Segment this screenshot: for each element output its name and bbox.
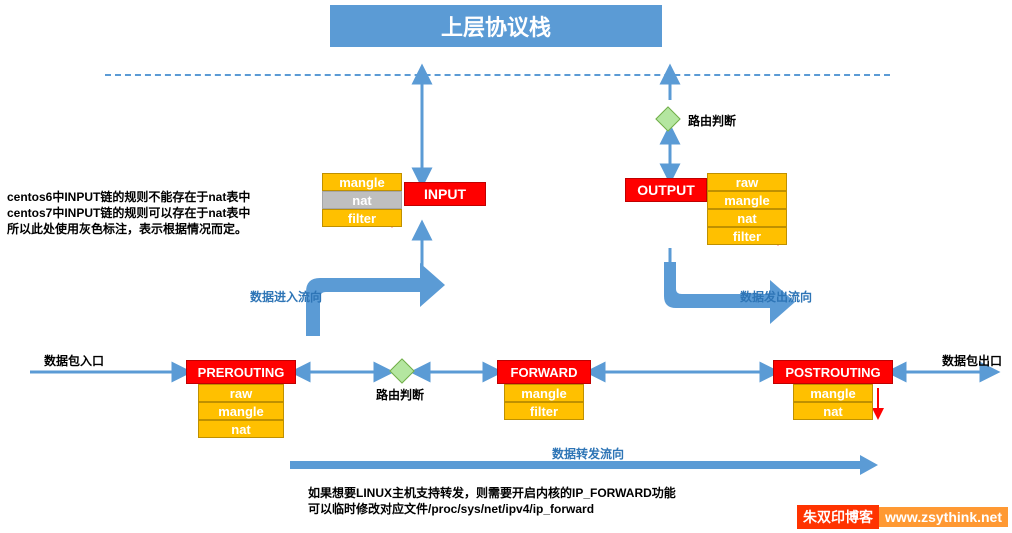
chain-postrouting: POSTROUTING xyxy=(773,360,893,384)
fwd-table-filter: filter xyxy=(504,402,584,420)
chain-forward: FORWARD xyxy=(497,360,591,384)
output-table-raw: raw xyxy=(707,173,787,191)
note-input-l3: 所以此处使用灰色标注，表示根据情况而定。 xyxy=(7,221,250,237)
dashed-separator xyxy=(105,74,890,76)
input-table-nat: nat xyxy=(322,191,402,209)
output-table-nat: nat xyxy=(707,209,787,227)
postr-table-nat: nat xyxy=(793,402,873,420)
input-table-filter: filter xyxy=(322,209,402,227)
label-route-top: 路由判断 xyxy=(688,112,736,129)
label-flow-fwd: 数据转发流向 xyxy=(552,445,624,462)
watermark: 朱双印博客www.zsythink.net xyxy=(797,505,1008,529)
label-flow-in: 数据进入流向 xyxy=(250,288,322,305)
label-pkt-in: 数据包入口 xyxy=(44,352,104,369)
output-table-filter: filter xyxy=(707,227,787,245)
postr-table-mangle: mangle xyxy=(793,384,873,402)
route-diamond-top xyxy=(655,106,680,131)
chain-output: OUTPUT xyxy=(625,178,707,202)
chain-prerouting: PREROUTING xyxy=(186,360,296,384)
label-route-bottom: 路由判断 xyxy=(376,386,424,403)
note-forward-l2: 可以临时修改对应文件/proc/sys/net/ipv4/ip_forward xyxy=(308,501,676,517)
prer-table-nat: nat xyxy=(198,420,284,438)
note-forward-l1: 如果想要LINUX主机支持转发，则需要开启内核的IP_FORWARD功能 xyxy=(308,485,676,501)
watermark-right: www.zsythink.net xyxy=(879,507,1008,527)
prer-table-raw: raw xyxy=(198,384,284,402)
fwd-table-mangle: mangle xyxy=(504,384,584,402)
note-forward: 如果想要LINUX主机支持转发，则需要开启内核的IP_FORWARD功能 可以临… xyxy=(308,485,676,517)
note-input-l2: centos7中INPUT链的规则可以存在于nat表中 xyxy=(7,205,250,221)
watermark-left: 朱双印博客 xyxy=(797,505,879,529)
input-table-mangle: mangle xyxy=(322,173,402,191)
label-flow-out: 数据发出流向 xyxy=(740,288,812,305)
note-input: centos6中INPUT链的规则不能存在于nat表中 centos7中INPU… xyxy=(7,189,250,238)
header-box: 上层协议栈 xyxy=(330,5,662,47)
chain-input: INPUT xyxy=(404,182,486,206)
route-diamond-bottom xyxy=(389,358,414,383)
label-pkt-out: 数据包出口 xyxy=(942,352,1002,369)
note-input-l1: centos6中INPUT链的规则不能存在于nat表中 xyxy=(7,189,250,205)
output-table-mangle: mangle xyxy=(707,191,787,209)
prer-table-mangle: mangle xyxy=(198,402,284,420)
